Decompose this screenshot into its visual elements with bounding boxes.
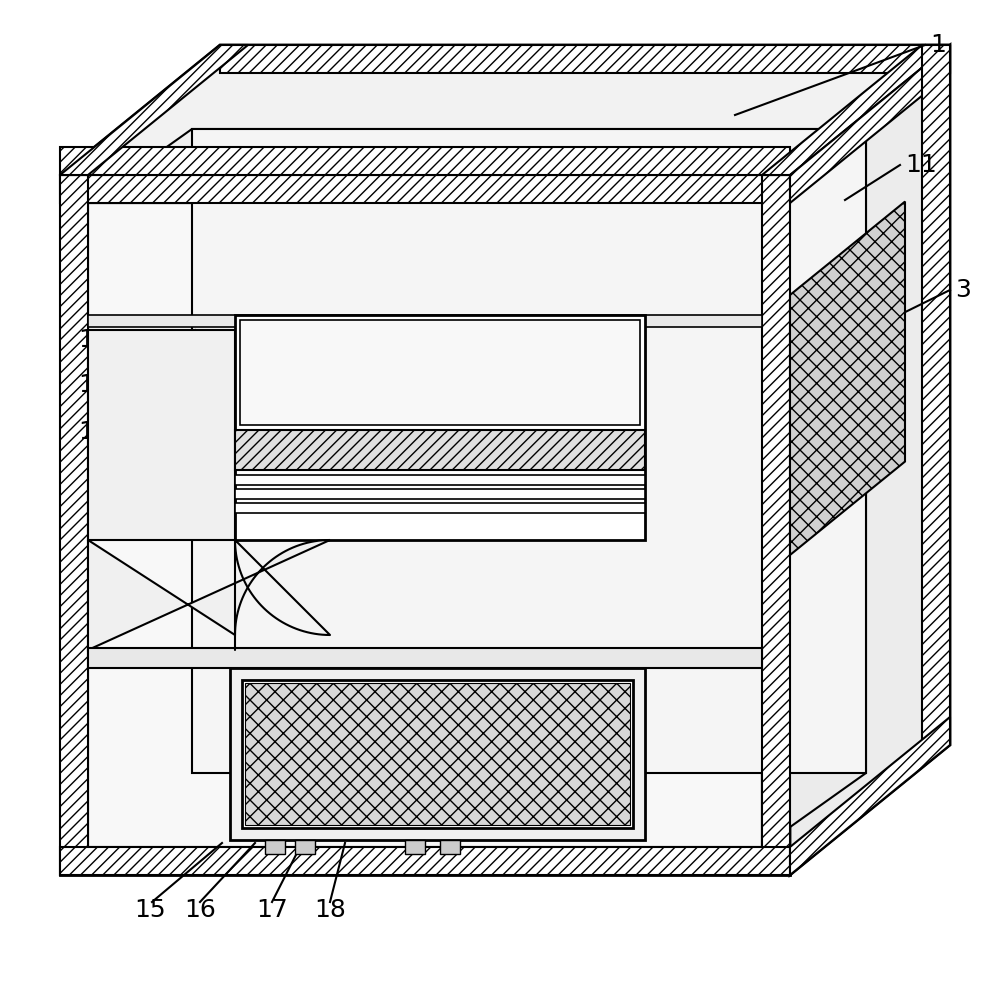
- Text: 14: 14: [78, 420, 110, 444]
- Polygon shape: [295, 840, 315, 854]
- Polygon shape: [922, 45, 950, 745]
- Polygon shape: [60, 175, 790, 875]
- Polygon shape: [790, 202, 905, 555]
- Polygon shape: [88, 648, 762, 668]
- Text: 12: 12: [78, 328, 110, 352]
- Polygon shape: [88, 330, 235, 540]
- Text: 3: 3: [955, 278, 971, 302]
- Polygon shape: [60, 175, 88, 875]
- Polygon shape: [265, 840, 285, 854]
- Polygon shape: [235, 430, 645, 470]
- Polygon shape: [60, 147, 790, 175]
- Text: 17: 17: [256, 898, 288, 922]
- Polygon shape: [762, 175, 790, 875]
- Polygon shape: [790, 717, 950, 875]
- Polygon shape: [235, 489, 645, 499]
- Polygon shape: [235, 475, 645, 485]
- Polygon shape: [240, 320, 640, 425]
- Polygon shape: [88, 203, 762, 847]
- Polygon shape: [245, 683, 630, 825]
- Text: 15: 15: [134, 898, 166, 922]
- Polygon shape: [220, 45, 950, 73]
- Polygon shape: [405, 840, 425, 854]
- Polygon shape: [88, 315, 762, 327]
- Polygon shape: [440, 840, 460, 854]
- Polygon shape: [88, 540, 330, 650]
- Polygon shape: [60, 45, 248, 175]
- Text: 18: 18: [314, 898, 346, 922]
- Text: 13: 13: [78, 373, 110, 397]
- Text: 16: 16: [184, 898, 216, 922]
- Polygon shape: [235, 315, 645, 540]
- Polygon shape: [762, 45, 950, 175]
- Text: 11: 11: [905, 153, 937, 177]
- Polygon shape: [762, 129, 866, 847]
- Polygon shape: [230, 668, 645, 840]
- Text: 1: 1: [930, 33, 946, 57]
- Polygon shape: [242, 680, 633, 828]
- Polygon shape: [922, 45, 950, 745]
- Polygon shape: [88, 129, 866, 203]
- Polygon shape: [790, 45, 950, 875]
- Polygon shape: [192, 129, 866, 773]
- Polygon shape: [235, 503, 645, 513]
- Polygon shape: [790, 45, 950, 203]
- Polygon shape: [60, 45, 950, 175]
- Polygon shape: [60, 847, 790, 875]
- Polygon shape: [60, 175, 790, 203]
